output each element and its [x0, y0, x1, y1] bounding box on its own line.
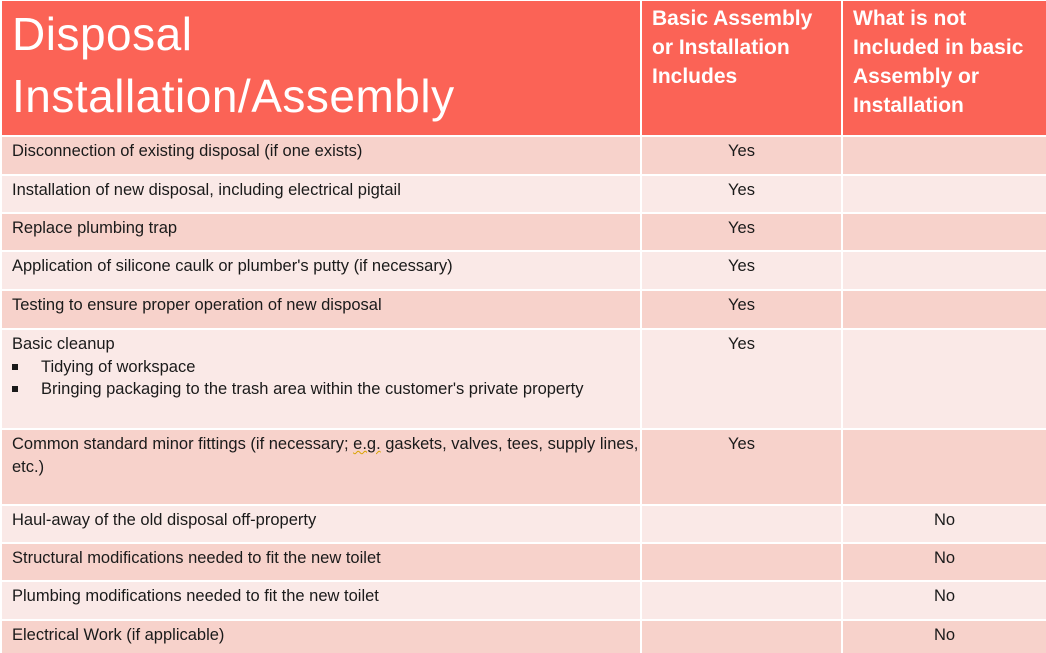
- square-bullet-icon: [12, 363, 18, 370]
- list-item-text: Tidying of workspace: [41, 357, 196, 376]
- task-cell: Application of silicone caulk or plumber…: [2, 252, 642, 291]
- included-cell: Yes: [642, 137, 843, 176]
- included-cell: Yes: [642, 176, 843, 214]
- not-included-cell: [843, 291, 1046, 330]
- not-included-cell: No: [843, 582, 1046, 621]
- task-cell: Haul-away of the old disposal off-proper…: [2, 506, 642, 544]
- list-item: Tidying of workspace: [12, 356, 640, 379]
- task-text: gaskets, valves, tees, supply lines,: [380, 435, 639, 453]
- included-cell: [642, 582, 843, 621]
- table-row: Common standard minor fittings (if neces…: [2, 430, 1046, 506]
- table-row: Plumbing modifications needed to fit the…: [2, 582, 1046, 621]
- task-cell: Installation of new disposal, including …: [2, 176, 642, 214]
- included-cell: Yes: [642, 330, 843, 430]
- included-cell: Yes: [642, 430, 843, 506]
- table-row: Testing to ensure proper operation of ne…: [2, 291, 1046, 330]
- not-included-cell: [843, 430, 1046, 506]
- table-row: Electrical Work (if applicable) No: [2, 621, 1046, 653]
- column-header-not-included: What is not Included in basic Assembly o…: [843, 1, 1046, 137]
- task-cell: Disconnection of existing disposal (if o…: [2, 137, 642, 176]
- included-cell: [642, 544, 843, 582]
- list-item: Bringing packaging to the trash area wit…: [12, 378, 640, 401]
- included-cell: Yes: [642, 214, 843, 252]
- task-cell: Basic cleanup Tidying of workspace Bring…: [2, 330, 642, 430]
- spellcheck-underlined-text: e.g.: [353, 435, 381, 453]
- not-included-cell: [843, 252, 1046, 291]
- included-cell: Yes: [642, 291, 843, 330]
- not-included-cell: [843, 176, 1046, 214]
- not-included-cell: [843, 330, 1046, 430]
- square-bullet-icon: [12, 386, 18, 392]
- table-title: Disposal Installation/Assembly: [2, 1, 642, 137]
- table-row: Disconnection of existing disposal (if o…: [2, 137, 1046, 176]
- table-row: Installation of new disposal, including …: [2, 176, 1046, 214]
- included-cell: [642, 506, 843, 544]
- task-cell: Replace plumbing trap: [2, 214, 642, 252]
- included-cell: Yes: [642, 252, 843, 291]
- task-cell: Structural modifications needed to fit t…: [2, 544, 642, 582]
- task-cell: Testing to ensure proper operation of ne…: [2, 291, 642, 330]
- not-included-cell: [843, 137, 1046, 176]
- not-included-cell: No: [843, 506, 1046, 544]
- not-included-cell: No: [843, 544, 1046, 582]
- task-cell: Common standard minor fittings (if neces…: [2, 430, 642, 506]
- task-cell: Plumbing modifications needed to fit the…: [2, 582, 642, 621]
- table-header-row: Disposal Installation/Assembly Basic Ass…: [2, 1, 1046, 137]
- not-included-cell: [843, 214, 1046, 252]
- included-cell: [642, 621, 843, 653]
- task-cell: Electrical Work (if applicable): [2, 621, 642, 653]
- table-row: Haul-away of the old disposal off-proper…: [2, 506, 1046, 544]
- list-item-text: Bringing packaging to the trash area wit…: [41, 380, 584, 398]
- not-included-cell: No: [843, 621, 1046, 653]
- task-bullet-list: Tidying of workspace Bringing packaging …: [12, 356, 640, 401]
- task-text: Common standard minor fittings (if neces…: [12, 435, 354, 453]
- table-row: Replace plumbing trap Yes: [2, 214, 1046, 252]
- table-row: Basic cleanup Tidying of workspace Bring…: [2, 330, 1046, 430]
- task-text: etc.): [12, 457, 45, 476]
- column-header-included: Basic Assembly or Installation Includes: [642, 1, 843, 137]
- table-row: Application of silicone caulk or plumber…: [2, 252, 1046, 291]
- task-label: Basic cleanup: [12, 335, 115, 353]
- table-row: Structural modifications needed to fit t…: [2, 544, 1046, 582]
